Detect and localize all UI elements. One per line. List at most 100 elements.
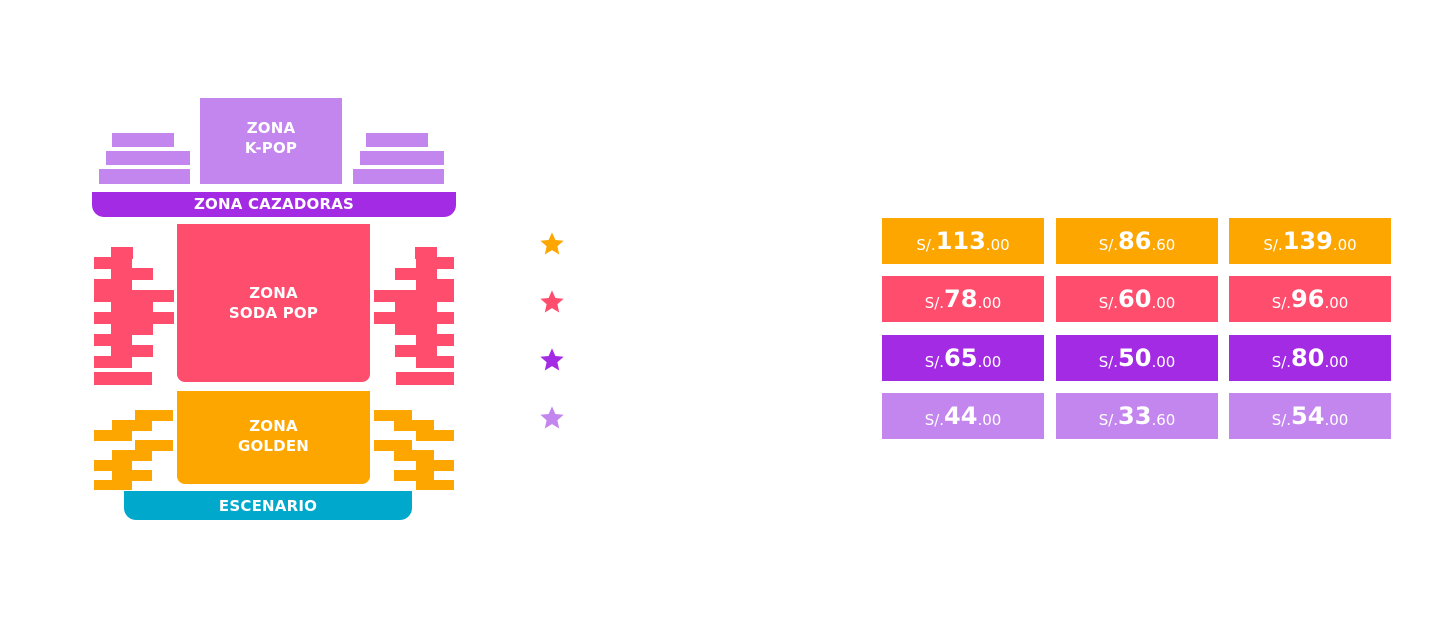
- price-currency: S/.: [1098, 410, 1119, 429]
- price-currency: S/.: [1098, 235, 1119, 254]
- price-integer: 86: [1118, 227, 1152, 255]
- sodapop-side-left: [94, 257, 132, 269]
- price-cell[interactable]: S/. 33.60: [1056, 393, 1218, 439]
- price-decimal: .00: [977, 410, 1002, 429]
- zona-sodapop-line2: SODA POP: [228, 304, 319, 322]
- sodapop-side-right: [374, 312, 454, 324]
- price-integer: 139: [1282, 227, 1333, 255]
- golden-side-left: [94, 460, 132, 471]
- price-currency: S/.: [916, 235, 936, 254]
- price-integer: 113: [935, 227, 986, 255]
- escenario-label: ESCENARIO: [218, 497, 318, 515]
- price-cell[interactable]: S/. 113.00: [882, 218, 1044, 264]
- sodapop-side-left: [111, 345, 153, 357]
- sodapop-side-right: [395, 323, 437, 335]
- price-cell[interactable]: S/. 54.00: [1229, 393, 1391, 439]
- price-integer: 96: [1291, 285, 1325, 313]
- sodapop-side-left: [111, 247, 133, 259]
- kpop-step-left: [99, 169, 190, 184]
- price-decimal: .00: [977, 293, 1002, 312]
- zona-golden-label: ZONA GOLDEN: [177, 416, 370, 456]
- star-icon: [540, 232, 564, 255]
- price-currency: S/.: [1271, 410, 1292, 429]
- golden-side-left: [112, 420, 152, 431]
- sodapop-side-right: [395, 301, 437, 313]
- sodapop-side-right: [395, 345, 437, 357]
- zona-kpop-line1: ZONA: [246, 119, 296, 137]
- sodapop-side-left: [94, 372, 152, 385]
- price-cell[interactable]: S/. 96.00: [1229, 276, 1391, 322]
- price-decimal: .00: [1332, 235, 1357, 254]
- sodapop-side-left: [94, 334, 132, 346]
- price-cell[interactable]: S/. 60.00: [1056, 276, 1218, 322]
- golden-side-left: [112, 470, 152, 481]
- price-cell[interactable]: S/. 80.00: [1229, 335, 1391, 381]
- sodapop-side-left: [94, 312, 174, 324]
- zona-kpop[interactable]: [200, 98, 342, 184]
- sodapop-side-right: [374, 290, 454, 302]
- sodapop-side-right: [415, 247, 437, 259]
- price-currency: S/.: [1271, 293, 1292, 312]
- price-integer: 44: [944, 402, 978, 430]
- zona-kpop-label: ZONA K-POP: [200, 118, 342, 158]
- star-icon: [540, 406, 564, 429]
- price-integer: 50: [1118, 344, 1152, 372]
- seating-map: ZONA K-POP ZONA CAZADORAS ZONA SODA POP …: [0, 0, 480, 560]
- price-decimal: .00: [1324, 293, 1349, 312]
- price-currency: S/.: [924, 293, 945, 312]
- price-cell[interactable]: S/. 139.00: [1229, 218, 1391, 264]
- price-decimal: .00: [985, 235, 1010, 254]
- price-cell[interactable]: S/. 78.00: [882, 276, 1044, 322]
- price-decimal: .60: [1151, 410, 1176, 429]
- price-cell[interactable]: S/. 50.00: [1056, 335, 1218, 381]
- price-decimal: .00: [1324, 410, 1349, 429]
- price-decimal: .60: [1151, 235, 1176, 254]
- price-decimal: .00: [1151, 352, 1176, 371]
- golden-side-left: [135, 440, 173, 451]
- price-cell[interactable]: S/. 86.60: [1056, 218, 1218, 264]
- sodapop-side-left: [111, 268, 153, 280]
- price-cell[interactable]: S/. 44.00: [882, 393, 1044, 439]
- golden-side-right: [374, 410, 412, 421]
- sodapop-side-left: [111, 301, 153, 313]
- golden-side-right: [374, 440, 412, 451]
- zona-sodapop-label: ZONA SODA POP: [177, 283, 370, 323]
- price-decimal: .00: [1324, 352, 1349, 371]
- price-currency: S/.: [924, 410, 945, 429]
- price-decimal: .00: [1151, 293, 1176, 312]
- zona-kpop-line2: K-POP: [244, 139, 298, 157]
- price-integer: 54: [1291, 402, 1325, 430]
- zona-golden-line2: GOLDEN: [237, 437, 310, 455]
- price-integer: 60: [1118, 285, 1152, 313]
- zona-cazadoras-label: ZONA CAZADORAS: [193, 195, 355, 213]
- sodapop-side-right: [395, 268, 437, 280]
- kpop-step-right: [353, 169, 444, 184]
- golden-side-right: [394, 470, 434, 481]
- price-currency: S/.: [1263, 235, 1283, 254]
- kpop-step-left: [106, 151, 190, 165]
- price-cell[interactable]: S/. 65.00: [882, 335, 1044, 381]
- price-currency: S/.: [1098, 352, 1119, 371]
- price-decimal: .00: [977, 352, 1002, 371]
- golden-side-left: [94, 480, 132, 490]
- golden-side-right: [416, 460, 454, 471]
- golden-side-right: [394, 420, 434, 431]
- star-icon: [540, 290, 564, 313]
- zona-golden-line1: ZONA: [249, 417, 298, 435]
- golden-side-left: [112, 450, 152, 461]
- sodapop-side-left: [94, 279, 132, 291]
- price-currency: S/.: [1271, 352, 1292, 371]
- kpop-step-right: [366, 133, 428, 147]
- sodapop-side-right: [416, 334, 454, 346]
- zona-sodapop[interactable]: [177, 224, 370, 382]
- sodapop-side-right: [416, 257, 454, 269]
- zona-cazadoras[interactable]: [92, 192, 456, 217]
- sodapop-side-left: [94, 290, 174, 302]
- zona-sodapop-line1: ZONA: [249, 284, 298, 302]
- kpop-step-left: [112, 133, 174, 147]
- zona-golden[interactable]: [177, 391, 370, 484]
- golden-side-right: [416, 480, 454, 490]
- sodapop-side-left: [111, 323, 153, 335]
- price-integer: 80: [1291, 344, 1325, 372]
- price-integer: 65: [944, 344, 978, 372]
